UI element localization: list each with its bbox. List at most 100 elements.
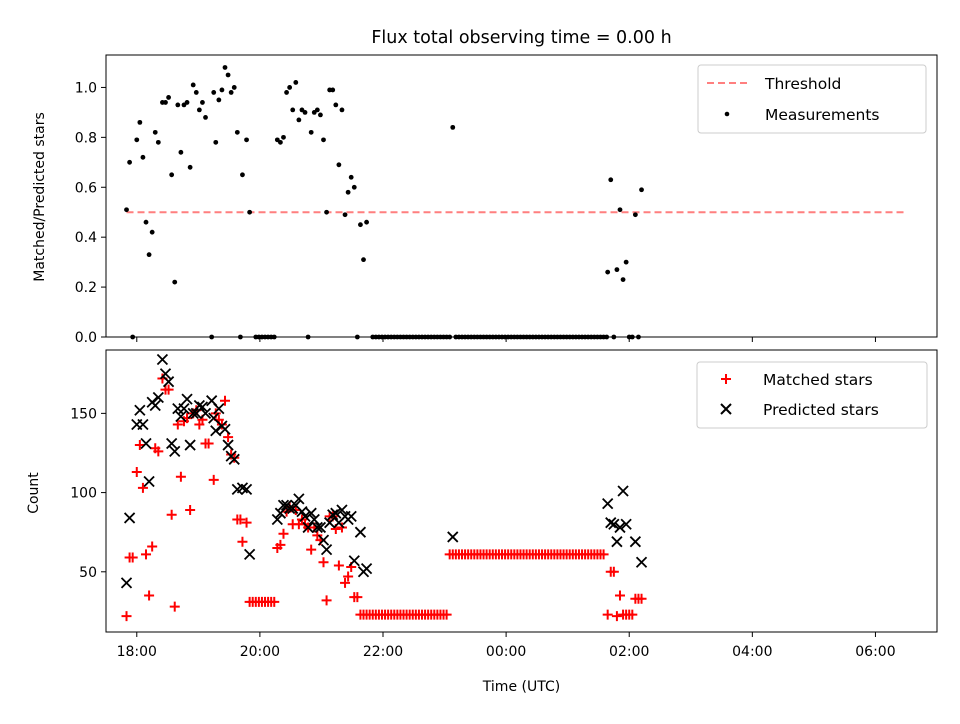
- matched-stars-point: [598, 549, 609, 560]
- bottom-legend: Matched stars Predicted stars: [696, 361, 928, 429]
- measurements-point: [293, 80, 299, 85]
- measurements-point: [219, 87, 225, 93]
- predicted-stars-point: [617, 485, 629, 497]
- predicted-stars-point: [243, 548, 256, 561]
- measurements-point: [278, 139, 283, 145]
- measurements-point: [611, 334, 617, 340]
- predicted-stars-point: [602, 498, 614, 510]
- predicted-stars-point: [605, 517, 617, 529]
- measurements-point: [187, 164, 193, 170]
- measurements-point: [146, 252, 152, 258]
- predicted-stars-point: [447, 531, 459, 543]
- predicted-stars-point: [608, 518, 620, 530]
- measurements-point: [447, 334, 453, 340]
- predicted-stars-point: [210, 425, 222, 437]
- x-tick-label: 06:00: [855, 644, 895, 660]
- predicted-stars-point: [143, 475, 155, 488]
- measurements-point: [172, 279, 178, 285]
- measurements-point: [296, 117, 302, 123]
- predicted-legend-label: Predicted stars: [763, 401, 879, 419]
- measurements-point: [284, 90, 289, 95]
- predicted-stars-point: [123, 512, 136, 524]
- matched-stars-point: [269, 596, 280, 607]
- matched-stars-point: [220, 395, 231, 406]
- matched-stars-point: [237, 536, 248, 547]
- top-y-tick-label: 0.8: [75, 130, 97, 146]
- predicted-stars-point: [228, 453, 240, 465]
- measurements-point: [127, 159, 132, 165]
- measurements-point: [361, 257, 366, 263]
- predicted-stars-point: [181, 393, 193, 405]
- matched-legend-label: Matched stars: [763, 371, 873, 389]
- measurements-point: [623, 259, 629, 265]
- measurements-point: [152, 129, 158, 135]
- measurements-point: [604, 334, 610, 340]
- predicted-stars-point: [169, 445, 181, 458]
- predicted-stars-point: [156, 353, 169, 366]
- predicted-stars-point: [175, 410, 187, 423]
- matched-stars-point: [611, 611, 622, 622]
- measurements-point: [228, 90, 234, 95]
- measurements-point: [166, 95, 171, 100]
- measurements-point: [124, 207, 129, 213]
- measurements-point: [234, 129, 240, 135]
- matched-stars-point: [147, 541, 158, 552]
- measurements-point: [225, 72, 231, 78]
- predicted-stars-point: [159, 368, 172, 380]
- bottom-y-tick-label: 50: [79, 565, 97, 581]
- predicted-stars-point: [219, 423, 231, 435]
- predicted-stars-point: [152, 391, 164, 404]
- measurements-point: [134, 137, 140, 143]
- predicted-stars-point: [314, 521, 327, 534]
- predicted-stars-point: [629, 536, 642, 548]
- measurements-point: [175, 102, 181, 108]
- predicted-stars-point: [140, 437, 152, 450]
- predicted-stars-point: [327, 509, 339, 521]
- measurements-point: [290, 107, 296, 113]
- x-tick-label: 20:00: [240, 644, 280, 660]
- matched-stars-point: [127, 552, 138, 563]
- top-y-axis-label: Matched/Predicted stars: [32, 112, 48, 282]
- predicted-stars-point: [311, 521, 323, 534]
- measurements-point: [149, 229, 155, 235]
- measurements-point: [302, 109, 308, 115]
- measurements-point: [222, 65, 228, 70]
- measurements-point: [216, 97, 222, 103]
- measurements-point: [318, 112, 323, 118]
- predicted-stars-point: [302, 521, 314, 534]
- measurements-point: [196, 107, 202, 113]
- predicted-stars-point: [345, 510, 357, 522]
- matched-stars-point: [602, 609, 613, 620]
- matched-stars-point: [166, 509, 177, 520]
- matched-stars-point: [121, 611, 132, 622]
- measurements-point: [364, 219, 369, 225]
- predicted-stars-point: [336, 504, 348, 516]
- matched-stars-point: [275, 539, 286, 550]
- top-chart-title: Flux total observing time = 0.00 h: [371, 28, 671, 48]
- measurements-point: [333, 102, 339, 108]
- bottom-y-tick-label: 100: [70, 486, 97, 502]
- matched-stars-point: [208, 474, 219, 485]
- measurements-point: [614, 267, 620, 273]
- predicted-stars-point: [213, 402, 225, 415]
- matched-stars-point: [340, 577, 351, 588]
- measurements-point: [324, 209, 329, 215]
- bottom-y-tick-label: 150: [70, 406, 97, 422]
- predicted-stars-point: [240, 483, 253, 496]
- predicted-stars-point: [277, 499, 290, 511]
- measurements-point: [345, 189, 351, 195]
- predicted-stars-point: [149, 399, 161, 412]
- predicted-stars-point: [166, 437, 178, 450]
- measurements-point: [140, 154, 146, 160]
- measurements-point: [348, 174, 354, 180]
- x-tick-label: 22:00: [363, 644, 403, 660]
- predicted-stars-point: [308, 513, 320, 526]
- top-y-tick-label: 0.4: [75, 230, 97, 246]
- measurements-point: [244, 137, 249, 143]
- predicted-stars-point: [293, 493, 305, 505]
- matched-stars-point: [153, 446, 164, 457]
- measurements-point: [163, 100, 168, 105]
- measurements-point: [143, 219, 149, 225]
- measurements-point: [358, 222, 363, 228]
